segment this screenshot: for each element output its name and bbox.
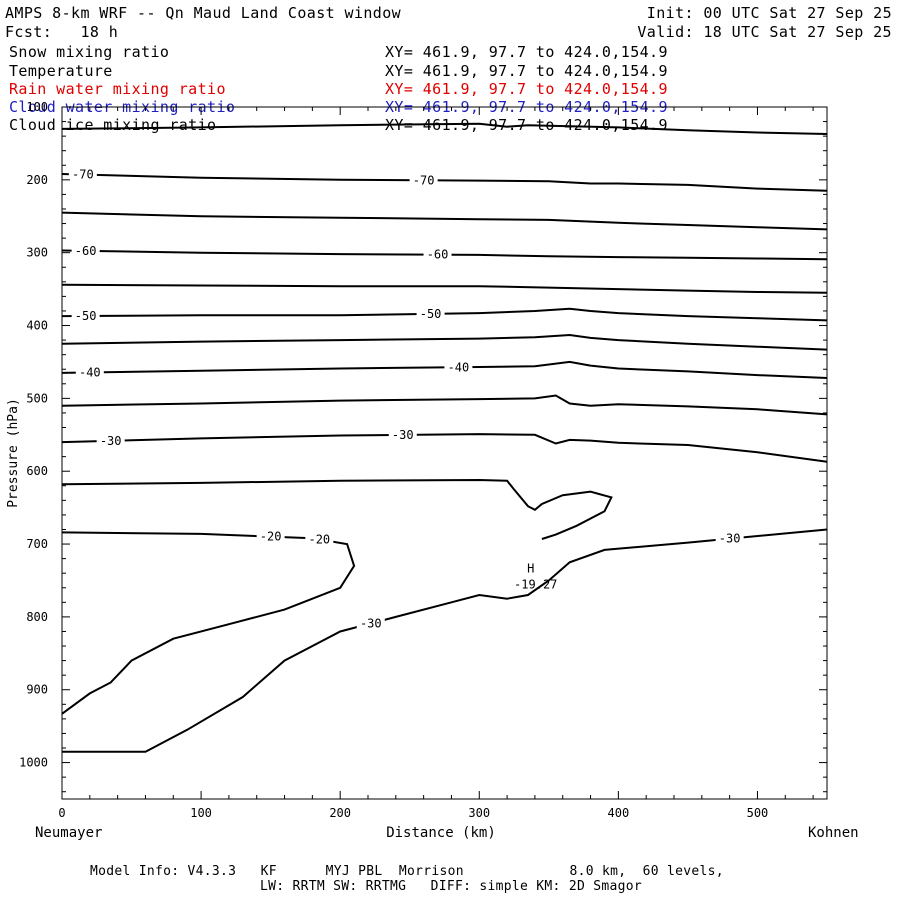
x-axis-label: Distance (km) <box>386 825 496 841</box>
y-tick-label: 800 <box>26 610 48 624</box>
contour-label-bg <box>356 616 385 631</box>
y-tick-label: 700 <box>26 537 48 551</box>
x-tick-label: 300 <box>468 806 490 820</box>
field-xy-cloud-ice: XY= 461.9, 97.7 to 424.0,154.9 <box>385 116 668 134</box>
header-valid: Valid: 18 UTC Sat 27 Sep 25 <box>637 23 892 41</box>
x-tick-label: 200 <box>329 806 351 820</box>
high-marker-value: -19.27 <box>514 577 557 591</box>
axis-ticks <box>61 106 827 799</box>
contour-line <box>61 307 828 322</box>
contour-label: -40 <box>79 365 101 379</box>
field-xy-rain: XY= 461.9, 97.7 to 424.0,154.9 <box>385 80 668 98</box>
contour-line <box>61 531 356 715</box>
y-tick-label: 500 <box>26 391 48 405</box>
y-tick-label: 900 <box>26 683 48 697</box>
field-xy-snow: XY= 461.9, 97.7 to 424.0,154.9 <box>385 43 668 61</box>
y-axis-label: Pressure (hPa) <box>6 398 21 508</box>
contour-label: -20 <box>308 532 330 546</box>
contour-label: -30 <box>100 434 122 448</box>
contour-label-bg <box>71 308 100 323</box>
contour-label-bg <box>715 531 744 546</box>
y-tick-label: 100 <box>26 100 48 114</box>
contour-label-bg <box>256 529 285 544</box>
contour-line <box>61 211 828 231</box>
contour-label-bg <box>305 532 334 547</box>
contour-label: -30 <box>360 616 382 630</box>
contour-line <box>61 173 828 192</box>
left-endpoint-label: Neumayer <box>35 825 102 841</box>
contour-label-bg <box>75 365 104 380</box>
contour-label: -70 <box>413 173 435 187</box>
right-endpoint-label: Kohnen <box>808 825 859 841</box>
contour-label-bg <box>423 247 452 262</box>
y-tick-label: 1000 <box>19 756 48 770</box>
axis-tick-labels: 0 100 200 300 400 500 100 200 300 400 500 600 700 800… <box>19 100 768 820</box>
y-tick-label: 600 <box>26 464 48 478</box>
field-name-temperature: Temperature <box>9 62 113 80</box>
y-tick-label: 300 <box>26 246 48 260</box>
contour-label: -60 <box>427 248 449 262</box>
y-tick-label: 200 <box>26 173 48 187</box>
field-xy-temperature: XY= 461.9, 97.7 to 424.0,154.9 <box>385 62 668 80</box>
header-fcst: Fcst: 18 h <box>5 23 119 41</box>
contour-label: -70 <box>72 168 94 182</box>
y-tick-label: 400 <box>26 319 48 333</box>
contour-line <box>61 478 613 540</box>
x-tick-label: 400 <box>608 806 630 820</box>
high-marker: H <box>527 561 534 575</box>
header-title: AMPS 8-km WRF -- Qn Maud Land Coast wind… <box>5 4 402 22</box>
contour-line <box>61 394 828 416</box>
field-name-snow: Snow mixing ratio <box>9 43 170 61</box>
contour-label: -40 <box>448 360 470 374</box>
contour-lines <box>61 122 828 753</box>
contour-line <box>61 283 828 294</box>
contour-labels: -70 -70 -60 -60 -50 -50 -40 -40 -30 -30 -20 -20 -30 -… <box>68 167 744 631</box>
contour-label: -50 <box>420 307 442 321</box>
contour-line <box>61 333 828 351</box>
contour-label-bg <box>388 427 417 442</box>
contour-label: -30 <box>719 532 741 546</box>
contour-line <box>61 433 828 463</box>
contour-line <box>61 122 828 135</box>
plot-frame <box>61 106 828 800</box>
contour-line <box>61 249 828 261</box>
contour-line <box>61 360 828 379</box>
x-tick-label: 100 <box>190 806 212 820</box>
contour-label-bg <box>71 243 100 258</box>
contour-label: -30 <box>392 428 414 442</box>
x-tick-label: 0 <box>58 806 65 820</box>
contour-label-bg <box>409 173 438 188</box>
contour-label: -20 <box>260 530 282 544</box>
contour-label-bg <box>416 306 445 321</box>
contour-label-bg <box>68 167 97 182</box>
footer-model-info: Model Info: V4.3.3 KF MYJ PBL Morrison 8… <box>90 864 724 879</box>
contour-label: -60 <box>75 244 97 258</box>
contour-label-bg <box>444 360 473 375</box>
contour-line <box>62 528 828 753</box>
field-name-rain: Rain water mixing ratio <box>9 80 226 98</box>
contour-label-bg <box>96 433 125 448</box>
contour-label: -50 <box>75 309 97 323</box>
footer-physics-info: LW: RRTM SW: RRTMG DIFF: simple KM: 2D S… <box>260 879 642 894</box>
x-tick-label: 500 <box>747 806 769 820</box>
header-init: Init: 00 UTC Sat 27 Sep 25 <box>646 4 892 22</box>
